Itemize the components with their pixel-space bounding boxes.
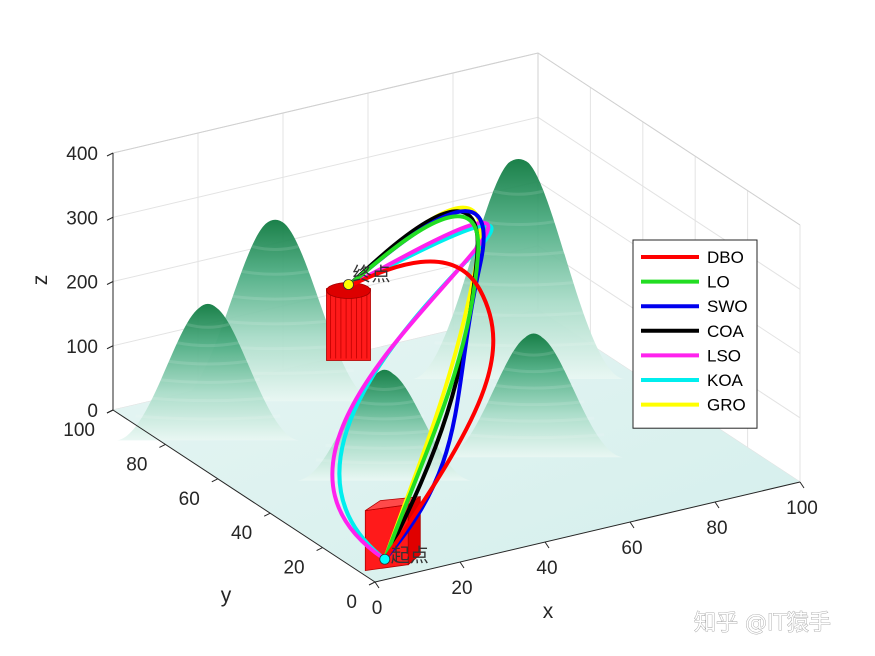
x-tick-label: 20 bbox=[451, 578, 472, 599]
x-axis-line bbox=[374, 481, 801, 583]
z-tick-label: 400 bbox=[66, 144, 98, 165]
x-tick-label: 60 bbox=[621, 538, 642, 559]
terrain-contour bbox=[166, 359, 250, 366]
x-tick-mark bbox=[544, 541, 550, 549]
y-tick-label: 20 bbox=[283, 558, 304, 579]
terrain-contour bbox=[240, 269, 310, 276]
x-tick-mark bbox=[629, 521, 635, 529]
x-axis-label: x bbox=[543, 600, 554, 623]
x-tick-label: 100 bbox=[786, 498, 818, 519]
x-tick-label: 80 bbox=[706, 518, 727, 539]
terrain-contour bbox=[315, 458, 454, 465]
legend-label-lo: LO bbox=[707, 273, 730, 292]
path-lso bbox=[330, 220, 491, 562]
z-tick-mark bbox=[106, 216, 114, 221]
z-tick-mark bbox=[106, 345, 114, 350]
y-tick-mark bbox=[368, 581, 376, 586]
legend-box bbox=[632, 239, 758, 429]
y-axis-line bbox=[112, 409, 376, 583]
y-tick-label: 40 bbox=[231, 523, 252, 544]
path-dbo bbox=[346, 259, 496, 562]
x-tick-label: 40 bbox=[536, 558, 557, 579]
z-tick-label: 300 bbox=[66, 208, 98, 229]
terrain-contour bbox=[135, 414, 281, 421]
legend-label-lso: LSO bbox=[707, 346, 741, 365]
end-label: 终点 bbox=[353, 264, 391, 286]
terrain-contour bbox=[155, 377, 260, 384]
y-tick-mark bbox=[263, 512, 271, 517]
start-point-marker bbox=[379, 553, 391, 565]
x-tick-mark bbox=[799, 481, 805, 489]
legend-label-coa: COA bbox=[707, 322, 745, 341]
legend-label-dbo: DBO bbox=[707, 248, 744, 267]
terrain-contour bbox=[218, 319, 332, 326]
x-tick-mark bbox=[714, 501, 720, 509]
y-tick-label: 100 bbox=[63, 420, 95, 441]
terrain-hill bbox=[116, 303, 300, 441]
legend: DBO LO SWO COA LSO KOA GRO bbox=[632, 239, 758, 429]
terrain-contour bbox=[473, 416, 595, 423]
y-tick-label: 80 bbox=[126, 454, 147, 475]
z-tick-mark bbox=[106, 281, 114, 285]
x-tick-mark bbox=[459, 561, 465, 569]
terrain-contour bbox=[145, 396, 271, 403]
watermark: 知乎 @IT猿手 bbox=[694, 606, 864, 638]
x-tick-mark bbox=[374, 581, 380, 589]
terrain-contour bbox=[446, 310, 591, 317]
z-tick-label: 100 bbox=[66, 337, 98, 358]
legend-label-koa: KOA bbox=[707, 371, 744, 390]
terrain-contour bbox=[502, 367, 565, 374]
legend-label-gro: GRO bbox=[707, 396, 746, 415]
legend-label-swo: SWO bbox=[707, 297, 748, 316]
terrain-hill bbox=[444, 333, 623, 458]
y-tick-label: 60 bbox=[179, 489, 200, 510]
terrain-contour bbox=[176, 341, 240, 348]
terrain-contour bbox=[186, 322, 230, 329]
path-series: 起点 终点 bbox=[330, 205, 496, 566]
y-tick-label: 0 bbox=[346, 592, 357, 613]
x-tick-label: 0 bbox=[372, 598, 383, 619]
z-tick-mark bbox=[106, 409, 114, 414]
terrain-contour bbox=[493, 189, 544, 196]
terrain-hill bbox=[412, 158, 625, 379]
end-point-marker bbox=[343, 279, 354, 290]
terrain-contour bbox=[482, 400, 585, 407]
terrain-contour bbox=[229, 294, 321, 301]
terrain-contour bbox=[481, 220, 556, 227]
terrain-contour bbox=[512, 350, 555, 357]
z-tick-label: 200 bbox=[66, 273, 98, 294]
y-axis-label: y bbox=[221, 584, 232, 607]
y-tick-mark bbox=[211, 478, 219, 483]
terrain-contour bbox=[463, 433, 605, 440]
y-tick-mark bbox=[316, 547, 323, 552]
z-axis-label: z bbox=[29, 275, 52, 286]
z-tick-label: 0 bbox=[87, 401, 98, 422]
terrain-contour bbox=[492, 383, 575, 390]
path-lo bbox=[346, 214, 481, 562]
watermark-text: 知乎 @IT猿手 bbox=[694, 611, 831, 636]
z-tick-mark bbox=[106, 152, 114, 157]
terrain-contour bbox=[251, 245, 299, 252]
start-label: 起点 bbox=[391, 544, 429, 566]
end-cylinder-body bbox=[326, 288, 371, 361]
y-tick-mark bbox=[159, 443, 166, 448]
